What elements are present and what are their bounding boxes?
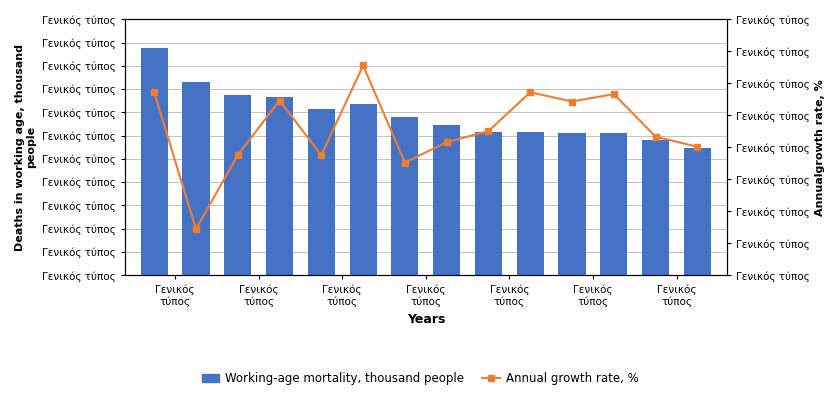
Bar xyxy=(182,82,209,275)
Y-axis label: Deaths in working age, thousand
people: Deaths in working age, thousand people xyxy=(15,44,37,251)
Bar xyxy=(140,48,168,275)
Y-axis label: Annualgrowth rate, %: Annualgrowth rate, % xyxy=(815,79,825,216)
Bar xyxy=(266,97,293,275)
Bar xyxy=(475,131,502,275)
Bar xyxy=(642,140,669,275)
Legend: Working-age mortality, thousand people, Annual growth rate, %: Working-age mortality, thousand people, … xyxy=(197,367,643,390)
Bar xyxy=(559,133,585,275)
X-axis label: Years: Years xyxy=(407,312,445,326)
Bar xyxy=(349,104,376,275)
Bar xyxy=(684,148,711,275)
Bar xyxy=(307,109,335,275)
Bar xyxy=(517,131,543,275)
Bar xyxy=(391,117,418,275)
Bar xyxy=(601,133,627,275)
Bar xyxy=(224,95,251,275)
Bar xyxy=(433,126,460,275)
